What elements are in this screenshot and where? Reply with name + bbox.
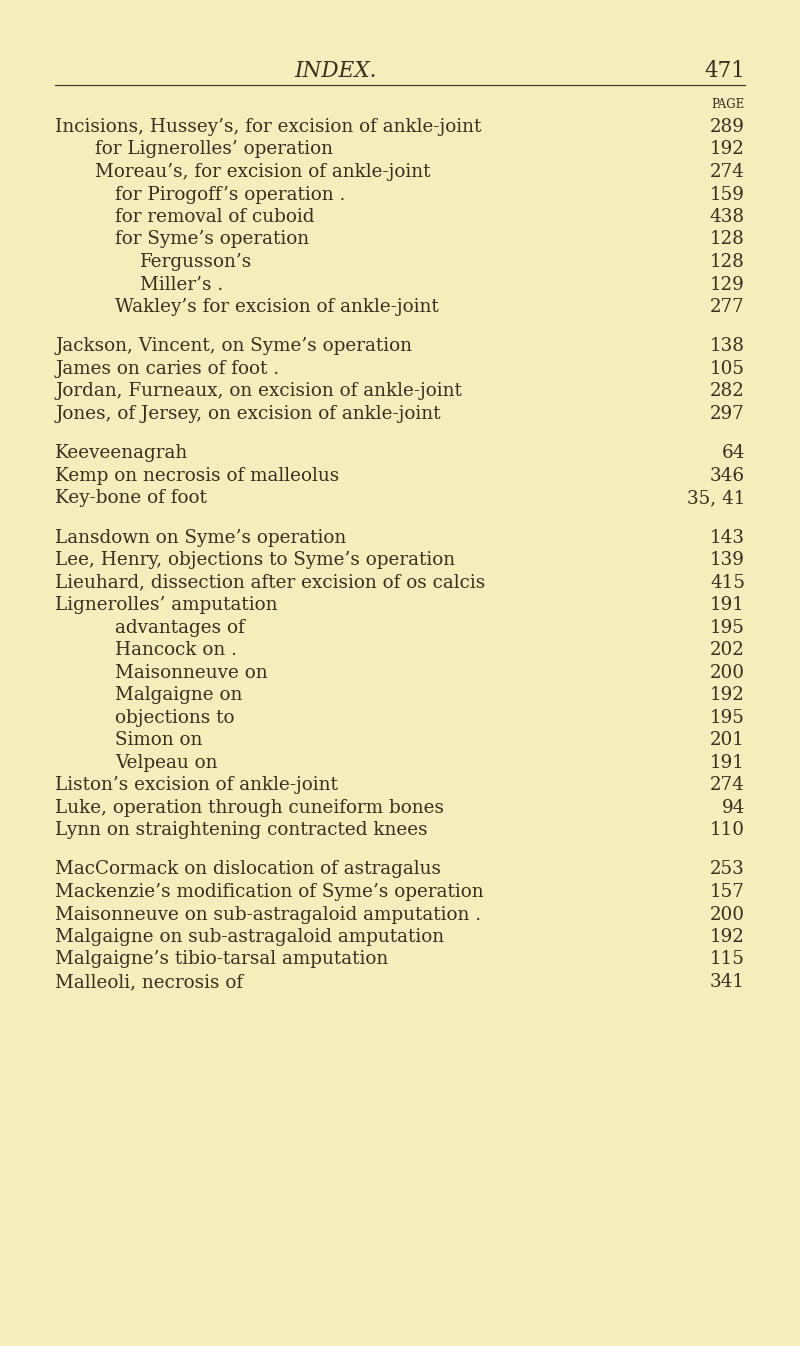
Text: 195: 195 [710, 619, 745, 637]
Text: 143: 143 [710, 529, 745, 546]
Text: James on caries of foot .: James on caries of foot . [55, 359, 279, 378]
Text: Jordan, Furneaux, on excision of ankle-joint: Jordan, Furneaux, on excision of ankle-j… [55, 382, 462, 400]
Text: Malgaigne on: Malgaigne on [115, 686, 242, 704]
Text: advantages of: advantages of [115, 619, 245, 637]
Text: 274: 274 [710, 777, 745, 794]
Text: PAGE: PAGE [712, 98, 745, 110]
Text: Malgaigne’s tibio-tarsal amputation: Malgaigne’s tibio-tarsal amputation [55, 950, 388, 969]
Text: Mackenzie’s modification of Syme’s operation: Mackenzie’s modification of Syme’s opera… [55, 883, 484, 900]
Text: 274: 274 [710, 163, 745, 180]
Text: 297: 297 [710, 405, 745, 423]
Text: 202: 202 [710, 641, 745, 660]
Text: for Syme’s operation: for Syme’s operation [115, 230, 309, 249]
Text: 94: 94 [722, 798, 745, 817]
Text: 201: 201 [710, 731, 745, 750]
Text: Velpeau on: Velpeau on [115, 754, 218, 771]
Text: 139: 139 [710, 551, 745, 569]
Text: Maisonneuve on sub-astragaloid amputation .: Maisonneuve on sub-astragaloid amputatio… [55, 906, 481, 923]
Text: Maisonneuve on: Maisonneuve on [115, 664, 268, 681]
Text: Lieuhard, dissection after excision of os calcis: Lieuhard, dissection after excision of o… [55, 573, 486, 592]
Text: for Pirogoff’s operation .: for Pirogoff’s operation . [115, 186, 346, 203]
Text: Lee, Henry, objections to Syme’s operation: Lee, Henry, objections to Syme’s operati… [55, 551, 455, 569]
Text: 191: 191 [710, 596, 745, 614]
Text: Liston’s excision of ankle-joint: Liston’s excision of ankle-joint [55, 777, 338, 794]
Text: 159: 159 [710, 186, 745, 203]
Text: 282: 282 [710, 382, 745, 400]
Text: 64: 64 [722, 444, 745, 462]
Text: Moreau’s, for excision of ankle-joint: Moreau’s, for excision of ankle-joint [95, 163, 430, 180]
Text: Lansdown on Syme’s operation: Lansdown on Syme’s operation [55, 529, 346, 546]
Text: 415: 415 [710, 573, 745, 592]
Text: Key-bone of foot: Key-bone of foot [55, 489, 207, 507]
Text: Fergusson’s: Fergusson’s [140, 253, 252, 271]
Text: 289: 289 [710, 118, 745, 136]
Text: 191: 191 [710, 754, 745, 771]
Text: 138: 138 [710, 338, 745, 355]
Text: Jones, of Jersey, on excision of ankle-joint: Jones, of Jersey, on excision of ankle-j… [55, 405, 441, 423]
Text: 35, 41: 35, 41 [686, 489, 745, 507]
Text: Incisions, Hussey’s, for excision of ankle-joint: Incisions, Hussey’s, for excision of ank… [55, 118, 482, 136]
Text: 200: 200 [710, 664, 745, 681]
Text: Luke, operation through cuneiform bones: Luke, operation through cuneiform bones [55, 798, 444, 817]
Text: 253: 253 [710, 860, 745, 879]
Text: Lynn on straightening contracted knees: Lynn on straightening contracted knees [55, 821, 428, 839]
Text: Kemp on necrosis of malleolus: Kemp on necrosis of malleolus [55, 467, 339, 485]
Text: 341: 341 [710, 973, 745, 991]
Text: 192: 192 [710, 140, 745, 159]
Text: Malleoli, necrosis of: Malleoli, necrosis of [55, 973, 243, 991]
Text: 110: 110 [710, 821, 745, 839]
Text: 346: 346 [710, 467, 745, 485]
Text: 128: 128 [710, 253, 745, 271]
Text: objections to: objections to [115, 708, 234, 727]
Text: Jackson, Vincent, on Syme’s operation: Jackson, Vincent, on Syme’s operation [55, 338, 412, 355]
Text: Simon on: Simon on [115, 731, 202, 750]
Text: 200: 200 [710, 906, 745, 923]
Text: 115: 115 [710, 950, 745, 969]
Text: for removal of cuboid: for removal of cuboid [115, 209, 314, 226]
Text: 192: 192 [710, 686, 745, 704]
Text: Hancock on .: Hancock on . [115, 641, 237, 660]
Text: 195: 195 [710, 708, 745, 727]
Text: 277: 277 [710, 297, 745, 316]
Text: Wakley’s for excision of ankle-joint: Wakley’s for excision of ankle-joint [115, 297, 438, 316]
Text: for Lignerolles’ operation: for Lignerolles’ operation [95, 140, 333, 159]
Text: 157: 157 [710, 883, 745, 900]
Text: Miller’s .: Miller’s . [140, 276, 223, 293]
Text: Lignerolles’ amputation: Lignerolles’ amputation [55, 596, 278, 614]
Text: 128: 128 [710, 230, 745, 249]
Text: 129: 129 [710, 276, 745, 293]
Text: Keeveenagrah: Keeveenagrah [55, 444, 188, 462]
Text: 105: 105 [710, 359, 745, 378]
Text: 438: 438 [710, 209, 745, 226]
Text: INDEX.: INDEX. [294, 61, 378, 82]
Text: Malgaigne on sub-astragaloid amputation: Malgaigne on sub-astragaloid amputation [55, 927, 444, 946]
Text: 192: 192 [710, 927, 745, 946]
Text: 471: 471 [704, 61, 745, 82]
Text: MacCormack on dislocation of astragalus: MacCormack on dislocation of astragalus [55, 860, 441, 879]
